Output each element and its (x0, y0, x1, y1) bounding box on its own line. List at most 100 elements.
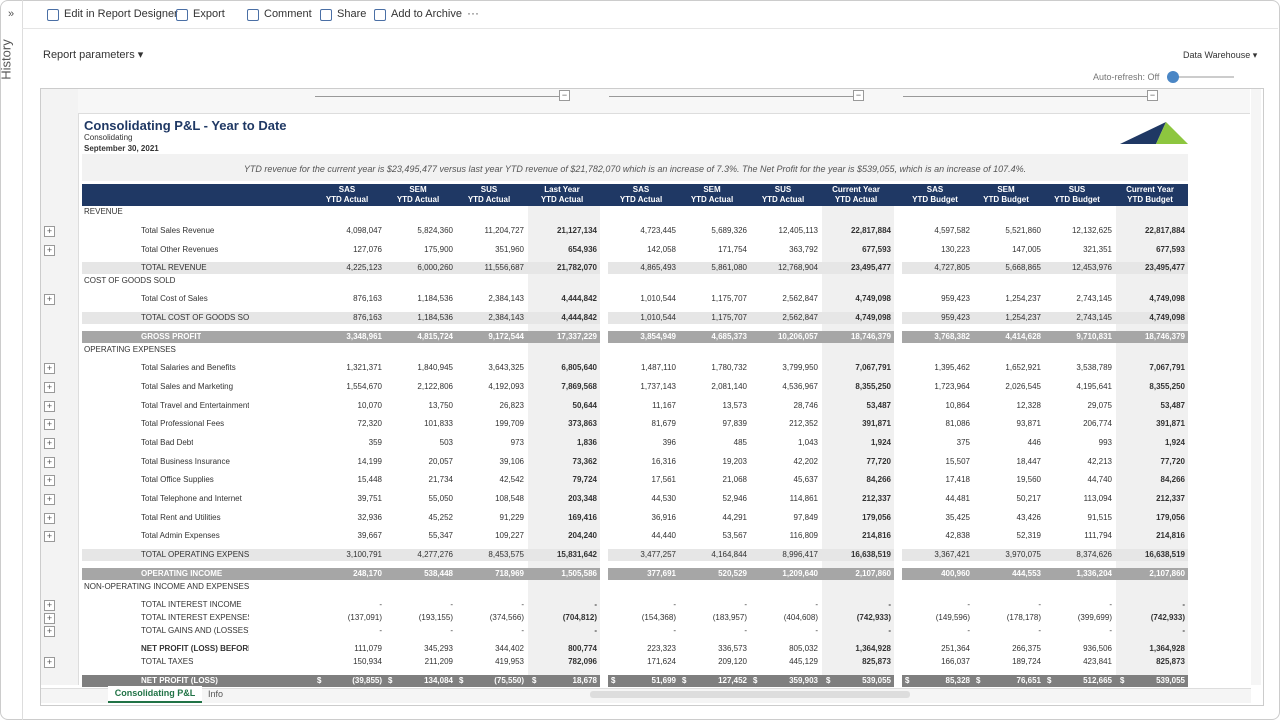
cell-value: 21,734 (428, 475, 453, 484)
expand-button[interactable]: + (44, 531, 55, 542)
cell-value: - (450, 626, 453, 635)
cell-value: 23,495,477 (850, 263, 891, 272)
cell-value: 1,780,732 (711, 363, 747, 372)
cell-value: 76,651 (1016, 676, 1041, 685)
cell-value: 10,206,057 (777, 332, 818, 341)
cell-value: 10,070 (357, 401, 382, 410)
row-band (608, 549, 894, 561)
row-label: Total Sales Revenue (141, 226, 215, 235)
cell-value: 169,416 (568, 513, 597, 522)
slider-thumb[interactable] (1167, 71, 1179, 83)
more-button[interactable]: ··· (467, 6, 479, 20)
cell-value: - (744, 600, 747, 609)
cell-value: 5,521,860 (1005, 226, 1041, 235)
cell-value: 79,724 (572, 475, 597, 484)
cell-value: 212,337 (1156, 494, 1185, 503)
row-label: NET PROFIT (LOSS) (141, 676, 218, 685)
cell-value: 50,217 (1016, 494, 1041, 503)
cell-value: (39,855) (352, 676, 382, 685)
cell-value: 1,336,204 (1076, 569, 1112, 578)
cell-value: (154,368) (641, 613, 676, 622)
cell-value: 21,068 (722, 475, 747, 484)
vertical-scrollbar[interactable] (1251, 89, 1261, 685)
expand-button[interactable]: + (44, 475, 55, 486)
currency-symbol: $ (682, 676, 687, 685)
expand-icon[interactable]: » (8, 8, 15, 20)
toolbar-button[interactable]: Add to Archive (391, 8, 462, 20)
cell-value: - (521, 600, 524, 609)
expand-button[interactable]: + (44, 226, 55, 237)
cell-value: 1,254,237 (1005, 313, 1041, 322)
cell-value: 2,743,145 (1076, 313, 1112, 322)
expand-button[interactable]: + (44, 657, 55, 668)
toolbar-button[interactable]: Export (193, 8, 225, 20)
expand-button[interactable]: + (44, 513, 55, 524)
expand-button[interactable]: + (44, 419, 55, 430)
cell-value: 8,355,250 (1149, 382, 1185, 391)
toolbar-button[interactable]: Edit in Report Designer (64, 8, 178, 20)
cell-value: 4,414,628 (1005, 332, 1041, 341)
summary-band (82, 154, 1188, 181)
row-label: TOTAL INTEREST EXPENSES (141, 613, 249, 622)
report-parameters[interactable]: Report parameters ▾ (43, 49, 144, 61)
cell-value: 11,167 (652, 401, 676, 410)
cell-value: 825,873 (1156, 657, 1185, 666)
cell-value: - (1109, 600, 1112, 609)
cell-value: (742,933) (1150, 613, 1185, 622)
cell-value: 14,199 (357, 457, 382, 466)
cell-value: 485 (733, 438, 747, 447)
history-tab[interactable]: History (0, 39, 14, 80)
cell-value: 21,127,134 (556, 226, 597, 235)
collapse-button[interactable]: − (559, 90, 570, 101)
row-label: TOTAL INTEREST INCOME (141, 600, 242, 609)
toolbar-icon[interactable] (374, 9, 386, 21)
cell-value: 1,364,928 (1149, 644, 1185, 653)
expand-button[interactable]: + (44, 363, 55, 374)
toolbar (22, 0, 1278, 29)
cell-value: 206,774 (1083, 419, 1112, 428)
expand-button[interactable]: + (44, 401, 55, 412)
expand-button[interactable]: + (44, 457, 55, 468)
toolbar-icon[interactable] (320, 9, 332, 21)
toolbar-icon[interactable] (47, 9, 59, 21)
collapse-button[interactable]: − (853, 90, 864, 101)
report-parameters-label[interactable]: Report parameters (43, 49, 135, 61)
expand-button[interactable]: + (44, 613, 55, 624)
cell-value: 4,597,582 (934, 226, 970, 235)
cell-value: 209,120 (718, 657, 747, 666)
column-header: YTD Actual (540, 195, 584, 204)
cell-value: 400,960 (941, 569, 970, 578)
cell-value: 8,453,575 (488, 550, 524, 559)
expand-button[interactable]: + (44, 438, 55, 449)
cell-value: 3,348,961 (346, 332, 382, 341)
expand-button[interactable]: + (44, 245, 55, 256)
expand-button[interactable]: + (44, 294, 55, 305)
collapse-button[interactable]: − (1147, 90, 1158, 101)
toolbar-icon[interactable] (176, 9, 188, 21)
toolbar-button[interactable]: Share (337, 8, 367, 20)
cell-value: 4,195,641 (1076, 382, 1112, 391)
data-source[interactable]: Data Warehouse ▾ (1183, 50, 1258, 60)
cell-value: 17,561 (651, 475, 676, 484)
cell-value: 55,050 (428, 494, 453, 503)
cell-value: (374,566) (489, 613, 524, 622)
data-source-label[interactable]: Data Warehouse (1183, 50, 1251, 60)
toolbar-button[interactable]: Comment (264, 8, 312, 20)
expand-button[interactable]: + (44, 600, 55, 611)
cell-value: - (1109, 626, 1112, 635)
expand-button[interactable]: + (44, 626, 55, 637)
cell-value: 1,043 (797, 438, 818, 447)
expand-button[interactable]: + (44, 494, 55, 505)
currency-symbol: $ (753, 676, 758, 685)
sheet-tab[interactable]: Info (208, 689, 224, 699)
expand-button[interactable]: + (44, 382, 55, 393)
toolbar-icon[interactable] (247, 9, 259, 21)
sheet-tab[interactable]: Consolidating P&L (108, 686, 202, 703)
cell-value: 12,328 (1016, 401, 1041, 410)
horizontal-scrollbar[interactable] (590, 691, 910, 698)
logo-green (1156, 122, 1188, 144)
cell-value: 130,223 (941, 245, 970, 254)
cell-value: - (379, 626, 382, 635)
cell-value: 4,749,098 (855, 313, 891, 322)
